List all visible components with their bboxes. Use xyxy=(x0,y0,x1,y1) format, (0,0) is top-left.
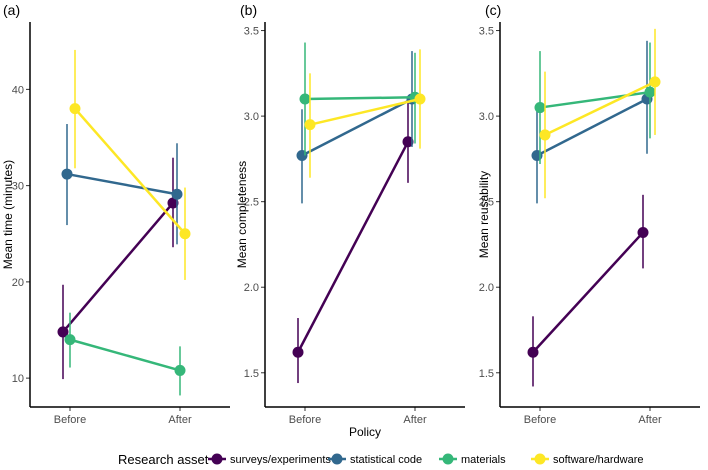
legend-item: materials xyxy=(439,453,506,466)
series-statistical-code xyxy=(61,124,183,245)
x-tick-label: After xyxy=(638,414,662,426)
series-software-hardware xyxy=(539,28,661,199)
y-tick-label: 1.5 xyxy=(479,368,494,380)
panel-1: (a) 10 20 30 40 Before After Mean time (minutes… xyxy=(1,2,230,426)
series-line xyxy=(296,141,410,353)
y-tick-label: 2.0 xyxy=(244,282,259,294)
legend-item: surveys/experiments xyxy=(208,453,331,466)
series-materials xyxy=(534,42,656,165)
legend-item: statistical code xyxy=(328,453,422,466)
data-point xyxy=(527,346,539,358)
y-tick-label: 2.5 xyxy=(244,197,259,209)
data-point xyxy=(649,76,661,88)
series-surveys-experiments xyxy=(292,102,414,384)
data-point xyxy=(69,103,81,115)
data-point xyxy=(296,149,308,161)
y-axis-title: Mean completeness xyxy=(235,161,249,268)
legend-title: Research asset xyxy=(118,452,209,465)
series-line xyxy=(539,90,651,109)
legend: Research asset surveys/experiments statist… xyxy=(118,452,644,467)
legend-label: surveys/experiments xyxy=(230,454,331,465)
panel-3: (c) 1.5 2.0 2.5 3.0 3.5 Before After Mean reusab… xyxy=(477,2,700,426)
series-statistical-code xyxy=(531,40,653,204)
legend-key-dot xyxy=(211,453,223,465)
data-point xyxy=(171,188,183,200)
series-line xyxy=(69,338,181,372)
data-point xyxy=(179,228,191,240)
x-tick-label: Before xyxy=(289,414,321,426)
series-line xyxy=(544,80,656,137)
data-point xyxy=(414,93,426,105)
legend-label: materials xyxy=(461,454,506,465)
data-point xyxy=(61,168,73,180)
panel-2: (b) 1.5 2.0 2.5 3.0 3.5 Before After Mean comple… xyxy=(235,2,465,439)
y-tick-label: 3.0 xyxy=(479,111,494,123)
data-point xyxy=(174,364,186,376)
y-tick-label: 10 xyxy=(12,373,24,385)
y-tick-label: 30 xyxy=(12,181,24,193)
panel-label: (a) xyxy=(3,2,20,18)
series-surveys-experiments xyxy=(57,157,179,380)
data-point xyxy=(637,226,649,238)
x-tick-label: Before xyxy=(54,414,86,426)
x-tick-label: Before xyxy=(524,414,556,426)
y-tick-label: 2.0 xyxy=(479,282,494,294)
series-surveys-experiments xyxy=(527,194,649,387)
series-line xyxy=(532,231,644,354)
y-tick-label: 3.0 xyxy=(244,111,259,123)
series-software-hardware xyxy=(69,49,191,280)
legend-key-dot xyxy=(331,453,343,465)
y-tick-label: 3.5 xyxy=(479,26,494,38)
data-point xyxy=(644,86,656,98)
x-axis-title: Policy xyxy=(349,425,381,439)
legend-item: software/hardware xyxy=(531,453,644,466)
legend-key-dot xyxy=(534,453,546,465)
data-point xyxy=(167,197,179,209)
legend-label: statistical code xyxy=(350,454,422,465)
data-point xyxy=(57,326,69,338)
y-tick-label: 20 xyxy=(12,277,24,289)
series-line xyxy=(74,107,186,235)
series-materials xyxy=(299,42,421,156)
series-line xyxy=(62,202,174,333)
panel-label: (c) xyxy=(485,2,501,18)
y-tick-label: 3.5 xyxy=(244,26,259,38)
data-point xyxy=(539,129,551,141)
data-point xyxy=(304,119,316,131)
series-software-hardware xyxy=(304,49,426,178)
y-axis-title: Mean time (minutes) xyxy=(1,160,15,269)
x-tick-label: After xyxy=(403,414,427,426)
y-tick-label: 1.5 xyxy=(244,368,259,380)
y-axis-title: Mean reusability xyxy=(477,171,491,258)
data-point xyxy=(534,102,546,114)
x-tick-label: After xyxy=(168,414,192,426)
legend-key-dot xyxy=(442,453,454,465)
legend-label: software/hardware xyxy=(553,454,644,465)
series-line xyxy=(66,172,178,196)
data-point xyxy=(292,346,304,358)
series-line xyxy=(301,97,413,157)
series-line xyxy=(309,97,421,126)
data-point xyxy=(64,334,76,346)
y-tick-label: 2.5 xyxy=(479,197,494,209)
data-point xyxy=(402,136,414,148)
data-point xyxy=(531,149,543,161)
series-materials xyxy=(64,312,186,396)
series-line xyxy=(536,97,648,157)
data-point xyxy=(299,93,311,105)
panel-label: (b) xyxy=(240,2,257,18)
y-tick-label: 40 xyxy=(12,84,24,96)
series-line xyxy=(304,96,416,101)
